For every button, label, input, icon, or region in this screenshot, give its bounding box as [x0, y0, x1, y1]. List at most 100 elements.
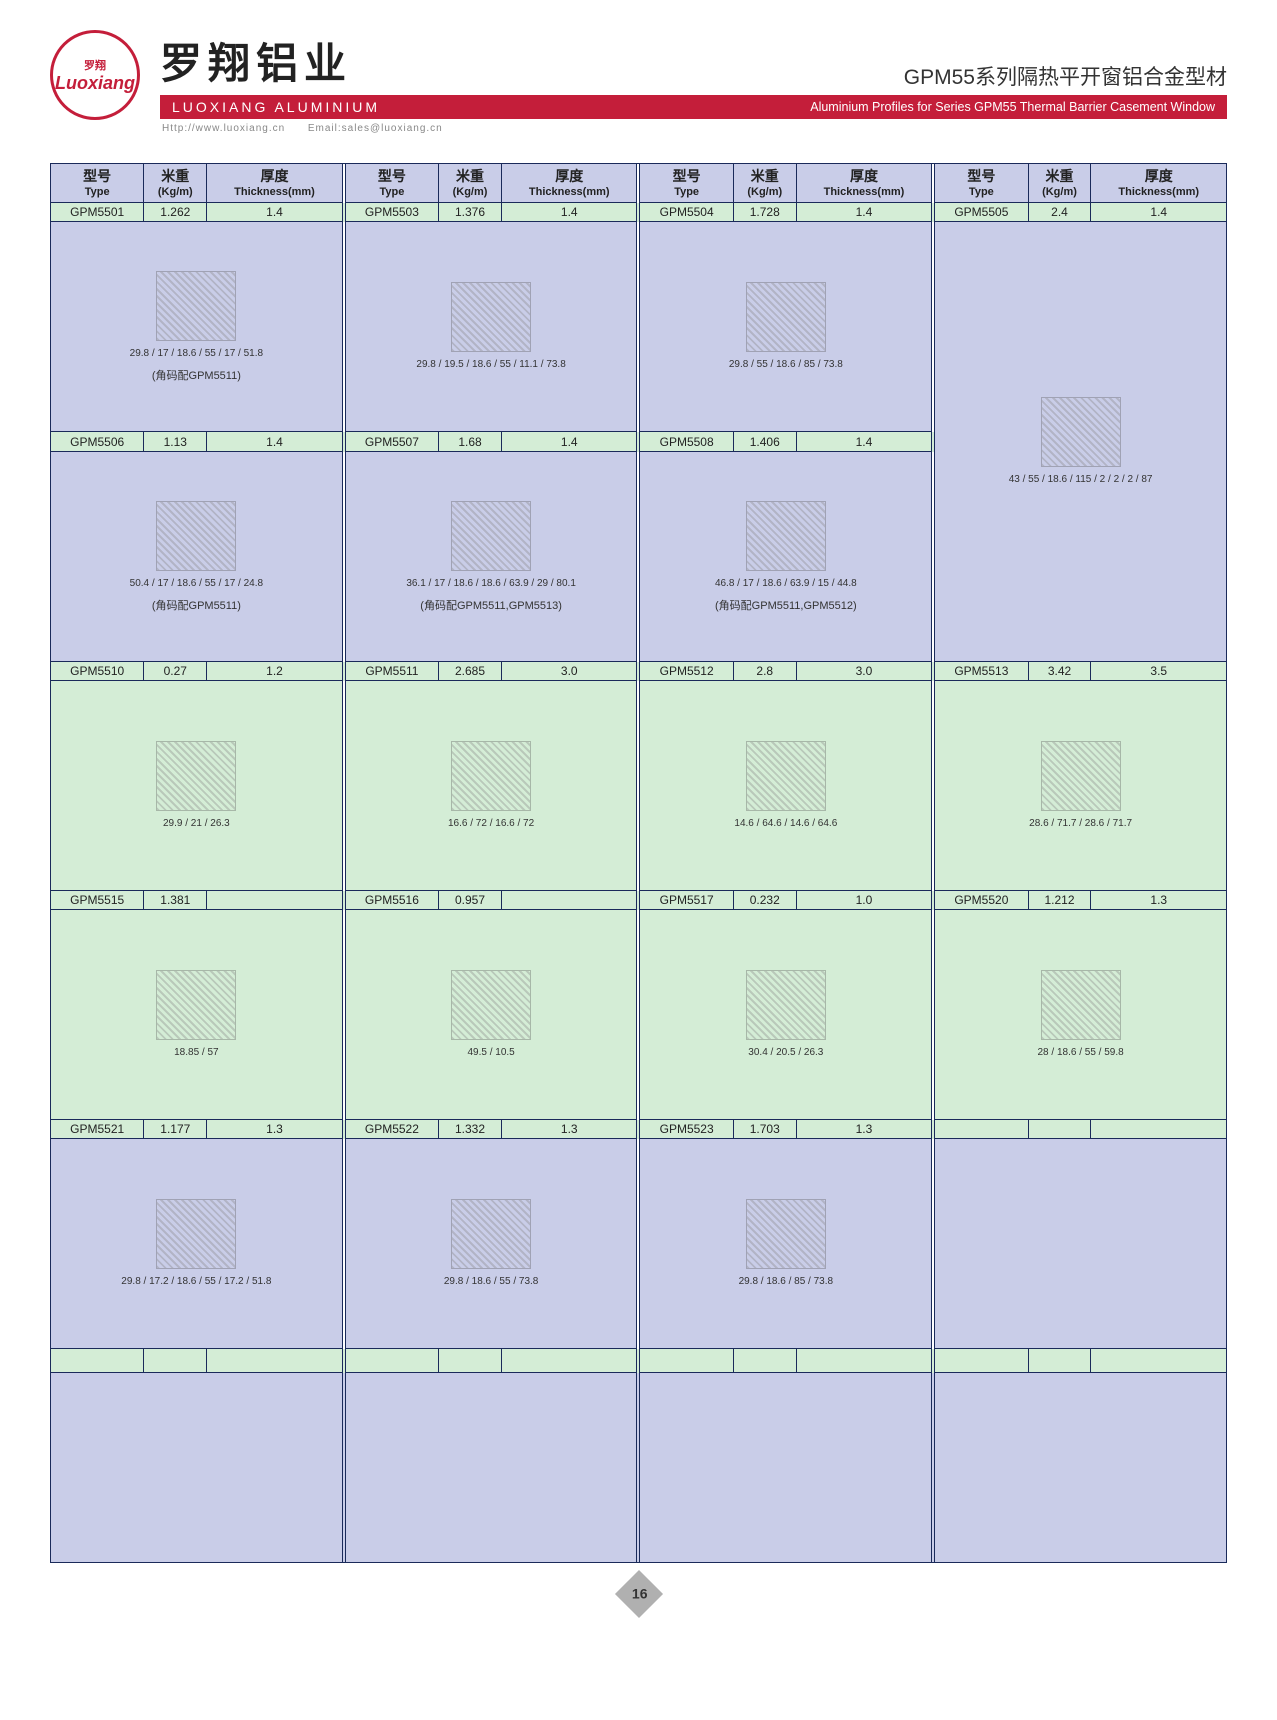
thickness-cell	[1091, 1120, 1227, 1139]
weight-cell: 1.332	[439, 1120, 502, 1139]
weight-cell: 0.27	[144, 662, 207, 681]
type-cell: GPM5503	[345, 203, 438, 222]
thickness-cell: 1.0	[796, 891, 931, 910]
thickness-cell: 1.4	[207, 203, 342, 222]
type-cell: GPM5513	[935, 662, 1028, 681]
cross-section-icon	[156, 501, 236, 571]
cross-section-icon	[451, 741, 531, 811]
website-url: Http://www.luoxiang.cn	[162, 123, 285, 134]
type-cell: GPM5522	[345, 1120, 438, 1139]
col-header-weight: 米重(Kg/m)	[144, 164, 207, 203]
dimension-labels: 29.8 / 17 / 18.6 / 55 / 17 / 51.8	[130, 347, 263, 361]
thickness-cell: 1.4	[1091, 203, 1227, 222]
profile-diagram: 29.8 / 17.2 / 18.6 / 55 / 17.2 / 51.8	[51, 1139, 343, 1349]
empty-spec-row	[51, 1349, 1227, 1373]
cross-section-icon	[746, 1199, 826, 1269]
cross-section-icon	[156, 1199, 236, 1269]
col-header-thick: 厚度Thickness(mm)	[796, 164, 931, 203]
dimension-labels: 29.8 / 18.6 / 85 / 73.8	[739, 1275, 834, 1289]
col-header-type: 型号Type	[51, 164, 144, 203]
col-header-weight: 米重(Kg/m)	[1028, 164, 1091, 203]
type-cell: GPM5516	[345, 891, 438, 910]
weight-cell: 2.8	[733, 662, 796, 681]
col-header-weight: 米重(Kg/m)	[439, 164, 502, 203]
series-title: GPM55系列隔热平开窗铝合金型材	[904, 61, 1227, 91]
thickness-cell: 3.5	[1091, 662, 1227, 681]
brand-name-cn: 罗翔铝业	[160, 30, 352, 91]
weight-cell: 1.703	[733, 1120, 796, 1139]
col-header-type: 型号Type	[640, 164, 733, 203]
header-red-bar: LUOXIANG ALUMINIUM Aluminium Profiles fo…	[160, 95, 1227, 119]
profile-diagram: 46.8 / 17 / 18.6 / 63.9 / 15 / 44.8 (角码配G…	[640, 452, 932, 662]
profile-diagram: 29.8 / 18.6 / 55 / 73.8	[345, 1139, 637, 1349]
series-subtitle: Aluminium Profiles for Series GPM55 Ther…	[810, 100, 1215, 114]
dimension-labels: 50.4 / 17 / 18.6 / 55 / 17 / 24.8	[130, 577, 263, 591]
type-cell	[935, 1120, 1028, 1139]
page-number: 16	[622, 1586, 656, 1602]
weight-cell: 1.406	[733, 432, 796, 452]
spec-row: GPM55011.2621.4GPM55031.3761.4GPM55041.7…	[51, 203, 1227, 222]
profile-diagram: 28.6 / 71.7 / 28.6 / 71.7	[935, 681, 1227, 891]
table-body: GPM55011.2621.4GPM55031.3761.4GPM55041.7…	[51, 203, 1227, 1563]
thickness-cell	[502, 891, 637, 910]
thickness-cell: 1.4	[207, 432, 342, 452]
cross-section-icon	[1041, 397, 1121, 467]
type-cell: GPM5501	[51, 203, 144, 222]
spec-row: GPM55100.271.2GPM55112.6853.0GPM55122.83…	[51, 662, 1227, 681]
dimension-labels: 36.1 / 17 / 18.6 / 18.6 / 63.9 / 29 / 80…	[406, 577, 576, 591]
thickness-cell: 1.3	[1091, 891, 1227, 910]
col-header-thick: 厚度Thickness(mm)	[1091, 164, 1227, 203]
empty-diagram-row	[51, 1373, 1227, 1563]
profile-diagram: 18.85 / 57	[51, 910, 343, 1120]
type-cell: GPM5504	[640, 203, 733, 222]
brand-name-en: LUOXIANG ALUMINIUM	[172, 99, 380, 115]
col-header-weight: 米重(Kg/m)	[733, 164, 796, 203]
profile-diagram: 29.8 / 19.5 / 18.6 / 55 / 11.1 / 73.8	[345, 222, 637, 432]
spec-row: GPM55211.1771.3GPM55221.3321.3GPM55231.7…	[51, 1120, 1227, 1139]
thickness-cell: 1.4	[796, 203, 931, 222]
dimension-labels: 16.6 / 72 / 16.6 / 72	[448, 817, 534, 831]
type-cell: GPM5520	[935, 891, 1028, 910]
contact-line: Http://www.luoxiang.cn Email:sales@luoxi…	[160, 119, 1227, 138]
thickness-cell	[207, 891, 342, 910]
profile-diagram: 29.8 / 55 / 18.6 / 85 / 73.8	[640, 222, 932, 432]
cross-section-icon	[746, 501, 826, 571]
type-cell: GPM5523	[640, 1120, 733, 1139]
type-cell: GPM5511	[345, 662, 438, 681]
dimension-labels: 46.8 / 17 / 18.6 / 63.9 / 15 / 44.8	[715, 577, 857, 591]
dimension-labels: 14.6 / 64.6 / 14.6 / 64.6	[734, 817, 837, 831]
dimension-labels: 49.5 / 10.5	[467, 1046, 514, 1060]
logo-en: Luoxiang	[55, 73, 135, 94]
thickness-cell: 1.4	[502, 203, 637, 222]
corner-code-note: (角码配GPM5511,GPM5512)	[715, 597, 857, 613]
type-cell: GPM5517	[640, 891, 733, 910]
brand-logo: 罗翔 Luoxiang	[50, 30, 140, 120]
type-cell: GPM5505	[935, 203, 1028, 222]
col-header-type: 型号Type	[345, 164, 438, 203]
dimension-labels: 28.6 / 71.7 / 28.6 / 71.7	[1029, 817, 1132, 831]
page-footer: 16	[50, 1577, 1227, 1614]
type-cell: GPM5512	[640, 662, 733, 681]
table-header: 型号Type米重(Kg/m)厚度Thickness(mm)型号Type米重(Kg…	[51, 164, 1227, 203]
weight-cell: 0.232	[733, 891, 796, 910]
diagram-row: 29.8 / 17.2 / 18.6 / 55 / 17.2 / 51.8 29.…	[51, 1139, 1227, 1349]
weight-cell: 3.42	[1028, 662, 1091, 681]
dimension-labels: 29.8 / 19.5 / 18.6 / 55 / 11.1 / 73.8	[416, 358, 565, 372]
dimension-labels: 29.9 / 21 / 26.3	[163, 817, 230, 831]
contact-email: Email:sales@luoxiang.cn	[308, 123, 443, 134]
cross-section-icon	[1041, 970, 1121, 1040]
corner-code-note: (角码配GPM5511)	[152, 367, 241, 383]
page-number-diamond: 16	[614, 1570, 662, 1618]
dimension-labels: 29.8 / 18.6 / 55 / 73.8	[444, 1275, 539, 1289]
cross-section-icon	[451, 970, 531, 1040]
profile-diagram: 43 / 55 / 18.6 / 115 / 2 / 2 / 2 / 87	[935, 222, 1227, 662]
thickness-cell: 3.0	[502, 662, 637, 681]
profile-diagram: 49.5 / 10.5	[345, 910, 637, 1120]
col-header-thick: 厚度Thickness(mm)	[502, 164, 637, 203]
cross-section-icon	[746, 970, 826, 1040]
corner-code-note: (角码配GPM5511)	[152, 597, 241, 613]
page-header: 罗翔 Luoxiang 罗翔铝业 GPM55系列隔热平开窗铝合金型材 LUOXI…	[50, 30, 1227, 138]
profile-diagram: 28 / 18.6 / 55 / 59.8	[935, 910, 1227, 1120]
dimension-labels: 29.8 / 17.2 / 18.6 / 55 / 17.2 / 51.8	[121, 1275, 271, 1289]
thickness-cell: 1.3	[502, 1120, 637, 1139]
